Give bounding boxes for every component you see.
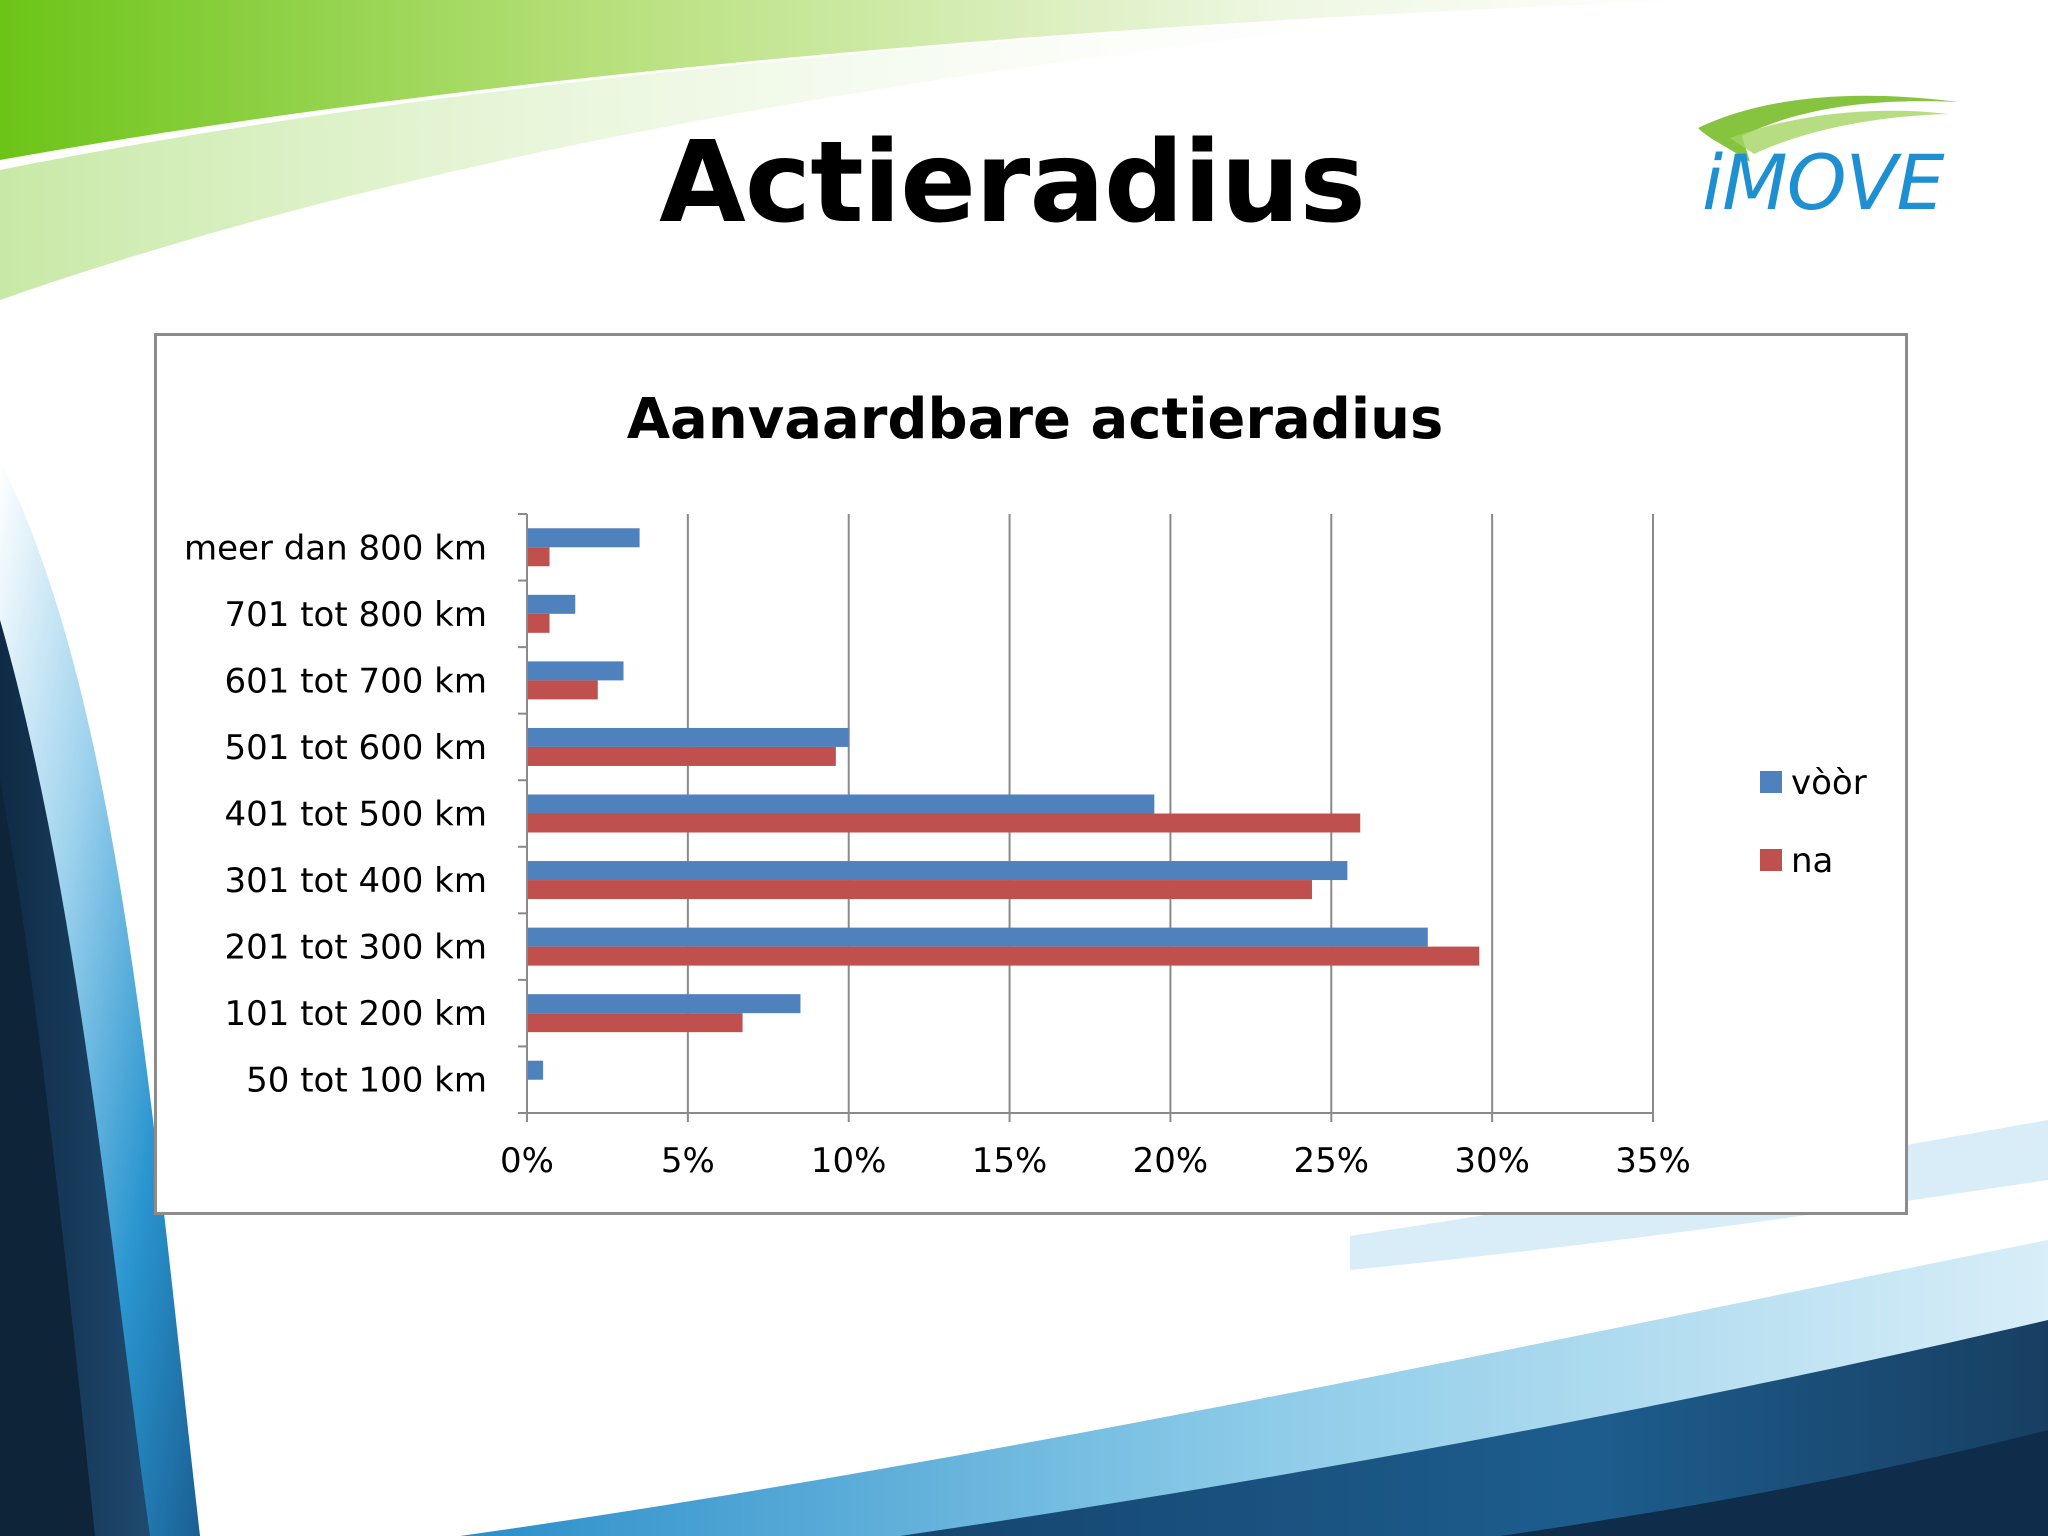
x-tick-label: 20% <box>1133 1141 1209 1181</box>
chart-axes <box>518 513 1653 1114</box>
bar-voor <box>527 528 640 548</box>
bar-na <box>527 813 1361 833</box>
chart-tick-labels: 0% 5% 10% 15% 20% 25% 30% 35% <box>500 1141 1691 1181</box>
bar-na <box>527 547 550 567</box>
legend-label: vòòr <box>1791 763 1867 803</box>
bar-na <box>527 946 1480 966</box>
bar-na <box>527 613 550 633</box>
legend-label: na <box>1791 841 1833 881</box>
chart-frame: Aanvaardbare actieradius meer dan 800 km… <box>154 333 1908 1215</box>
x-tick-label: 35% <box>1615 1141 1691 1181</box>
bar-voor <box>527 661 624 681</box>
x-tick-label: 0% <box>500 1141 554 1181</box>
bar-voor <box>527 927 1428 947</box>
bar-na <box>527 746 836 766</box>
category-label: 601 tot 700 km <box>225 661 488 701</box>
slide-title: Actieradius <box>659 118 1366 248</box>
imove-logo-swoosh-icon <box>1698 95 1958 162</box>
chart-title: Aanvaardbare actieradius <box>627 387 1444 452</box>
x-tick-label: 30% <box>1454 1141 1530 1181</box>
category-label: 50 tot 100 km <box>246 1061 487 1101</box>
bar-voor <box>527 794 1155 814</box>
category-label: 501 tot 600 km <box>225 728 488 768</box>
bar-na <box>527 1013 743 1033</box>
category-label: 101 tot 200 km <box>225 994 488 1034</box>
category-label: 201 tot 300 km <box>225 928 488 968</box>
category-label: 301 tot 400 km <box>225 861 488 901</box>
legend-swatch <box>1760 849 1782 871</box>
bar-voor <box>527 861 1348 881</box>
bar-voor <box>527 727 849 747</box>
category-label: 701 tot 800 km <box>225 595 488 635</box>
bar-voor <box>527 994 801 1014</box>
bar-chart: Aanvaardbare actieradius meer dan 800 km… <box>184 387 1867 1181</box>
imove-logo-text: iMOVE <box>1702 138 1945 227</box>
bar-na <box>527 880 1312 900</box>
x-tick-label: 25% <box>1293 1141 1369 1181</box>
legend-swatch <box>1760 771 1782 793</box>
chart-category-labels: meer dan 800 km 701 tot 800 km 601 tot 700… <box>184 528 487 1100</box>
x-tick-label: 5% <box>661 1141 715 1181</box>
chart-bars <box>527 528 1480 1080</box>
bar-voor <box>527 594 576 614</box>
bar-voor <box>527 1060 544 1080</box>
category-label: meer dan 800 km <box>184 528 487 568</box>
bar-na <box>527 680 598 700</box>
x-tick-label: 10% <box>811 1141 887 1181</box>
category-label: 401 tot 500 km <box>225 795 488 835</box>
chart-legend: vòòr na <box>1760 763 1867 881</box>
x-tick-label: 15% <box>972 1141 1048 1181</box>
